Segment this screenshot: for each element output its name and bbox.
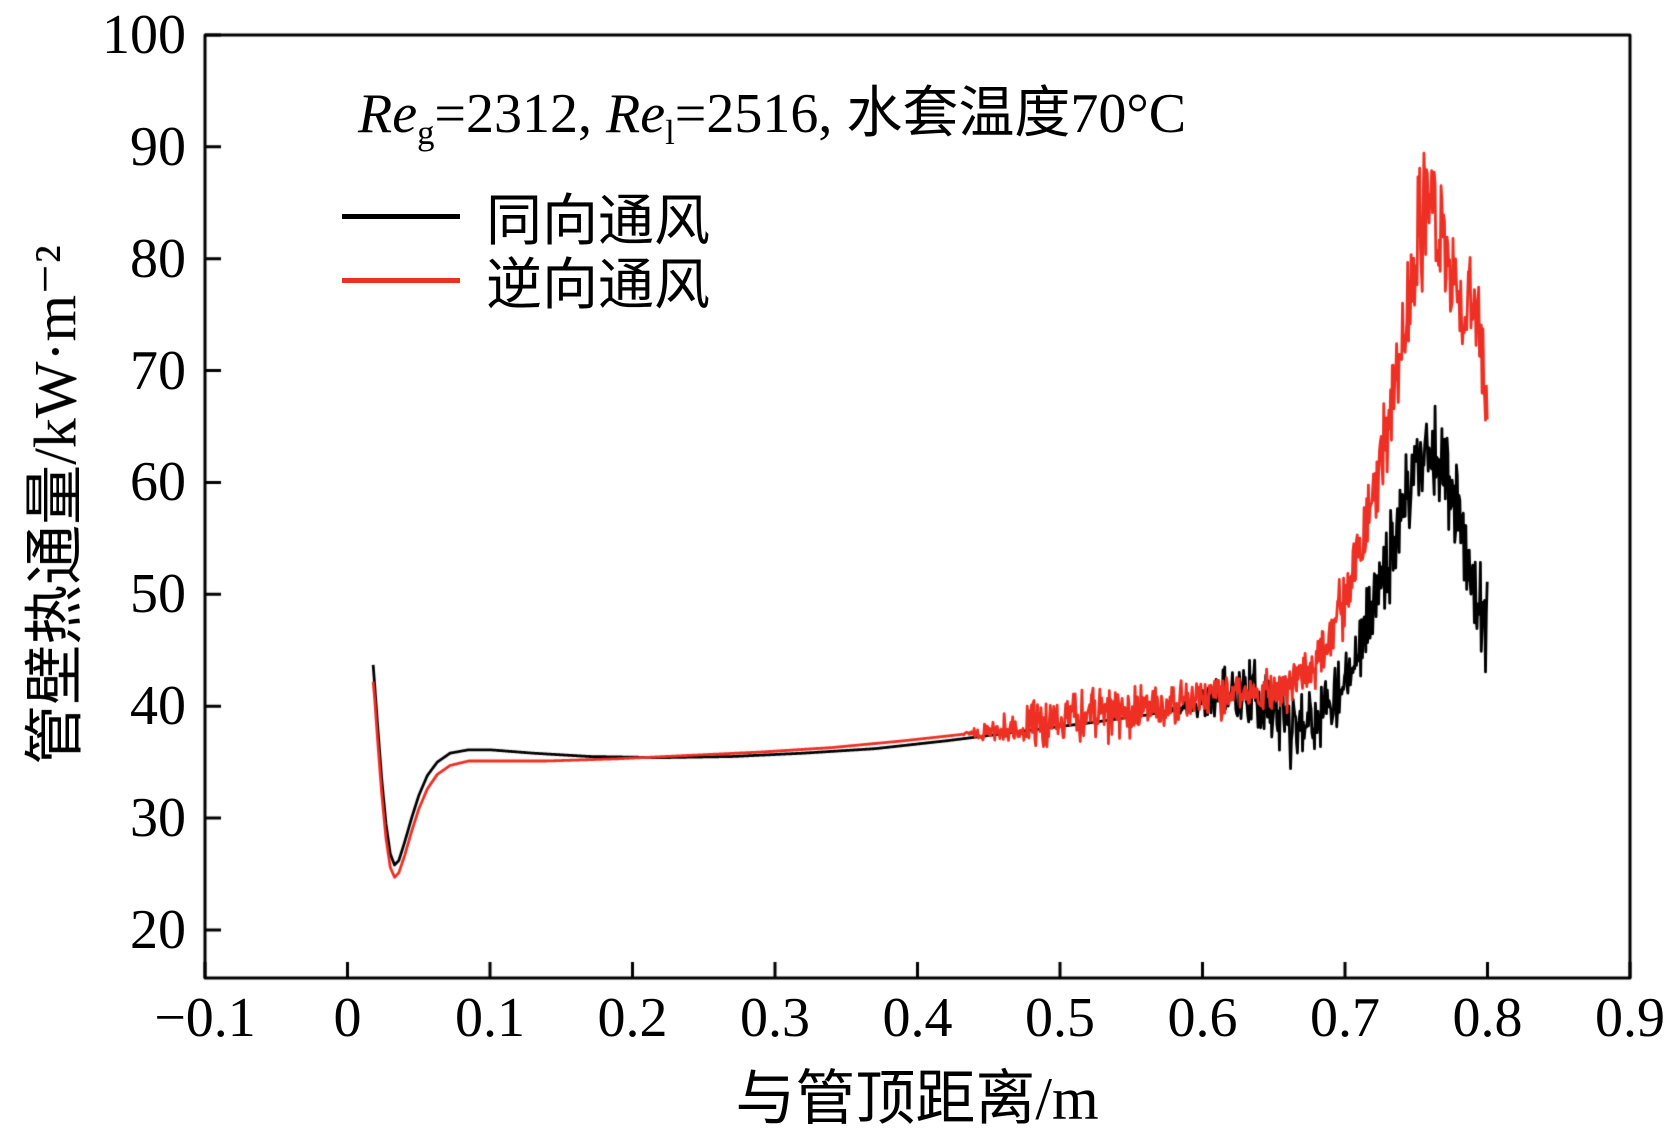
- annotation-part: =2312,: [434, 83, 607, 145]
- annotation-part: g: [417, 113, 435, 153]
- legend-line-swatch: [342, 213, 460, 219]
- annotation-part: =2516, 水套温度70°C: [674, 83, 1187, 145]
- legend: 同向通风 逆向通风: [342, 184, 710, 317]
- y-tick-label: 30: [130, 787, 186, 850]
- y-tick-label: 100: [102, 4, 186, 66]
- legend-item: 逆向通风: [342, 248, 710, 317]
- x-tick-label: 0.9: [1595, 987, 1665, 1049]
- legend-label: 逆向通风: [486, 254, 710, 317]
- annotation-text: Reg=2312, Rel=2516, 水套温度70°C: [358, 68, 1186, 153]
- x-tick-label: 0.4: [882, 987, 953, 1049]
- y-tick-label: 40: [130, 675, 186, 738]
- y-tick-label: 80: [130, 227, 186, 290]
- y-tick-label: 50: [130, 563, 186, 626]
- x-tick-label: 0.2: [597, 987, 668, 1049]
- x-tick-label: 0.7: [1310, 987, 1380, 1049]
- y-tick-label: 20: [130, 898, 186, 961]
- y-tick-label: 90: [130, 115, 186, 178]
- y-tick-label: 70: [130, 339, 186, 402]
- legend-line-swatch: [342, 277, 460, 283]
- x-tick-label: 0: [333, 987, 362, 1049]
- x-tick-label: 0.5: [1025, 987, 1095, 1049]
- y-tick-label: 60: [130, 451, 186, 514]
- x-tick-label: −0.1: [154, 987, 256, 1049]
- x-tick-label: 0.8: [1452, 987, 1523, 1049]
- annotation-part: Re: [358, 83, 418, 145]
- legend-item: 同向通风: [342, 184, 710, 253]
- legend-label: 同向通风: [486, 190, 710, 253]
- x-tick-label: 0.6: [1167, 987, 1238, 1049]
- x-axis-title: 与管顶距离/m: [735, 1066, 1099, 1132]
- x-tick-label: 0.1: [455, 987, 525, 1049]
- annotation-part: Re: [606, 83, 666, 145]
- x-tick-label: 0.3: [740, 987, 810, 1049]
- annotation-part: l: [665, 113, 675, 153]
